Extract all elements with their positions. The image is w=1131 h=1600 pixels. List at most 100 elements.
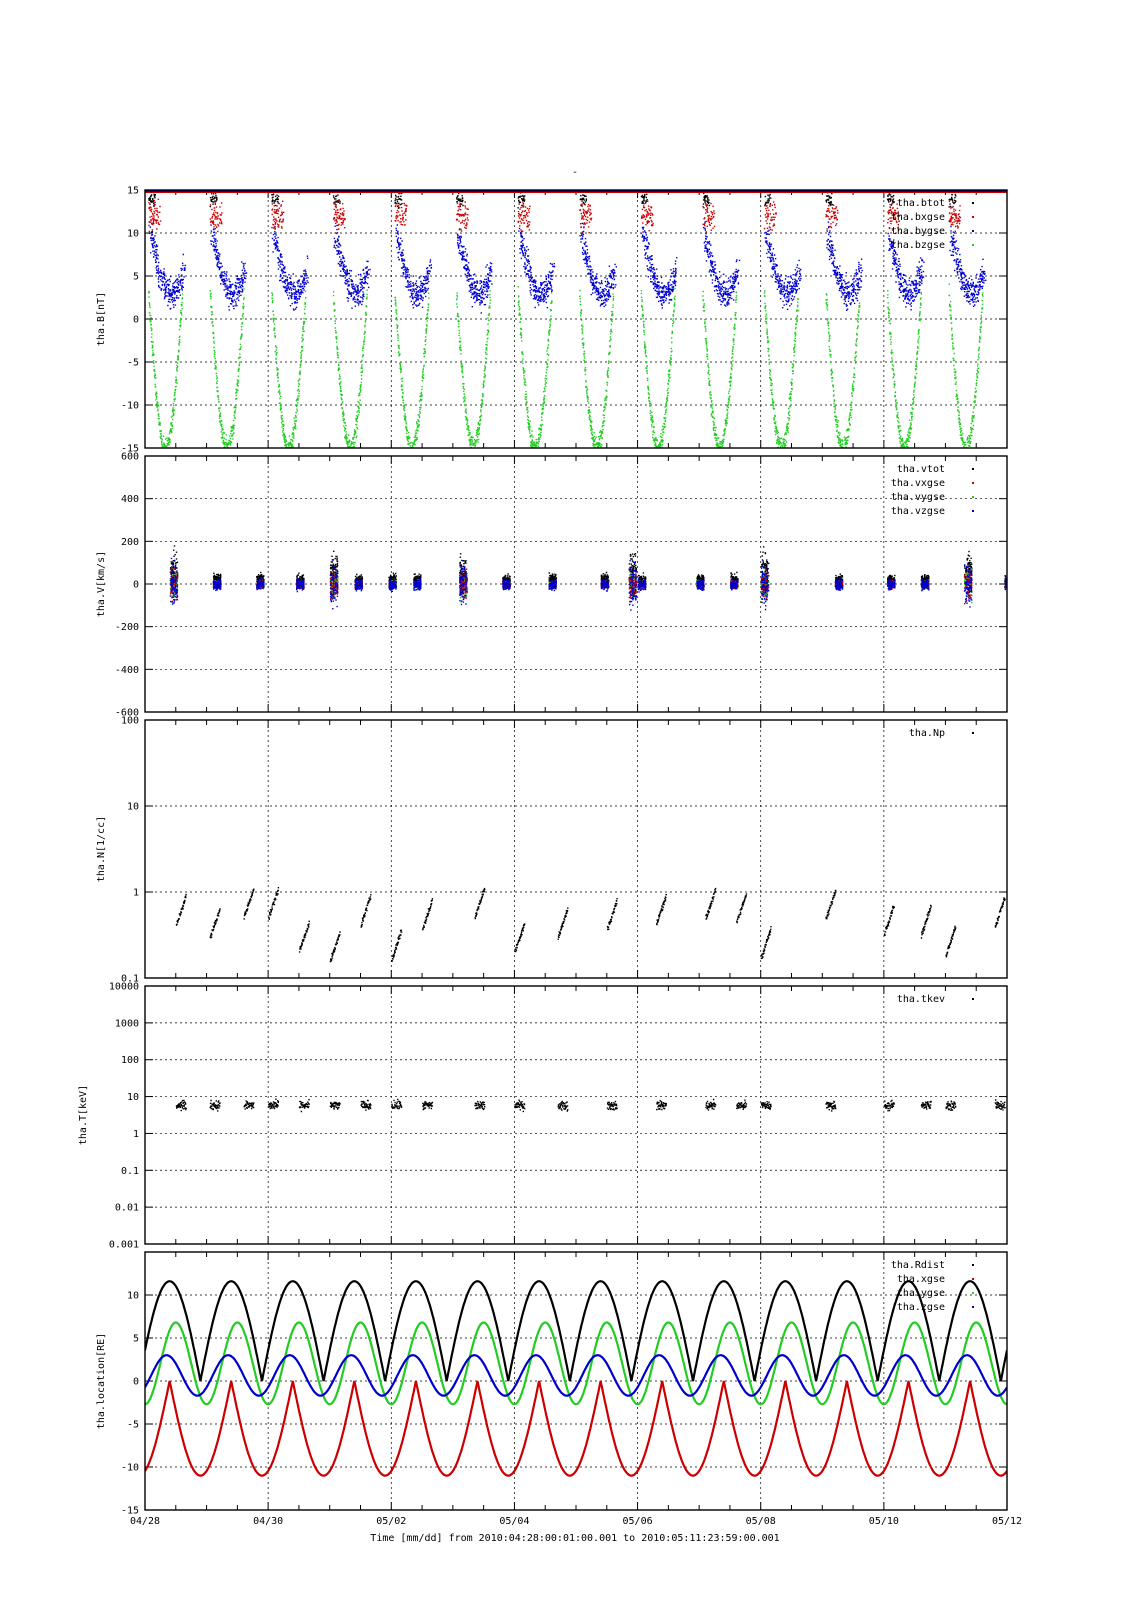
- series-tha.vtot: [169, 545, 1007, 584]
- series-tha.zgse: [145, 1354, 1007, 1397]
- x-tick-label: 05/10: [869, 1516, 899, 1527]
- y-tick-label: -15: [121, 1506, 139, 1517]
- legend-marker: [972, 244, 974, 246]
- y-tick-label: 200: [121, 537, 139, 548]
- legend-marker: [972, 1278, 974, 1280]
- series-tha.ygse: [145, 1321, 1007, 1406]
- y-tick-label: 0.1: [121, 974, 139, 985]
- legend: tha.Np: [909, 728, 974, 739]
- y-tick-label: 0.01: [115, 1203, 139, 1214]
- legend-marker: [972, 468, 974, 470]
- x-axis-title: Time [mm/dd] from 2010:04:28:00:01:00.00…: [370, 1533, 779, 1544]
- legend-marker: [972, 1292, 974, 1294]
- y-tick-label: 10: [127, 1291, 139, 1302]
- y-axis-label: tha.T[keV]: [78, 1085, 89, 1145]
- y-tick-label: 600: [121, 452, 139, 463]
- y-tick-label: -5: [127, 1420, 139, 1431]
- legend-label: tha.bygse: [891, 226, 945, 237]
- legend-label: tha.xgse: [897, 1274, 945, 1285]
- y-tick-label: 0: [133, 315, 139, 326]
- series-tha.Np: [175, 887, 1006, 963]
- series-tha.vygse: [169, 566, 1007, 604]
- legend-label: tha.vtot: [897, 464, 945, 475]
- legend-label: tha.vzgse: [891, 506, 945, 517]
- legend-marker: [972, 230, 974, 232]
- legend-label: tha.Np: [909, 728, 945, 739]
- series-tha.bygse: [148, 217, 987, 314]
- panels: -15-10-5051015tha.B[nT]tha.btottha.bxgse…: [78, 186, 1008, 1517]
- y-tick-label: 400: [121, 494, 139, 505]
- plot-area: [175, 1098, 1006, 1113]
- series-tha.bzgse: [148, 283, 984, 448]
- x-tick-label: 05/06: [623, 1516, 653, 1527]
- x-tick-label: 04/30: [253, 1516, 283, 1527]
- legend-label: tha.ygse: [897, 1288, 945, 1299]
- y-axis-label: tha.location[RE]: [96, 1333, 107, 1429]
- plot-area: [175, 887, 1006, 963]
- y-tick-label: 10: [127, 229, 139, 240]
- x-tick-labels: 04/28 04/30 05/02 05/04 05/06 05/08 05/10 05/12: [130, 1516, 1022, 1527]
- y-tick-label: 10: [127, 802, 139, 813]
- legend-label: tha.bxgse: [891, 212, 945, 223]
- y-tick-label: -10: [121, 401, 139, 412]
- plot-area: [145, 190, 1007, 448]
- y-tick-label: -200: [115, 622, 139, 633]
- legend-marker: [972, 216, 974, 218]
- legend-marker: [972, 1264, 974, 1266]
- legend-marker: [972, 496, 974, 498]
- plot-area: [145, 1280, 1007, 1477]
- legend: tha.tkev: [897, 994, 974, 1005]
- plot-area: [169, 545, 1007, 611]
- y-tick-label: -5: [127, 358, 139, 369]
- figure-title: -: [572, 167, 578, 178]
- legend-label: tha.btot: [897, 198, 945, 209]
- y-axis-label: tha.V[km/s]: [96, 551, 107, 617]
- legend: tha.vtot tha.vxgse tha.vygse tha.vzgse: [891, 464, 974, 517]
- legend-label: tha.Rdist: [891, 1260, 945, 1271]
- panel-2: -600 -400 -200 0 200 400 600 tha.V[km/s] tha.vto…: [96, 452, 1008, 719]
- y-tick-label: 15: [127, 186, 139, 197]
- y-axis-label: tha.B[nT]: [96, 292, 107, 346]
- series-tha.tkev: [175, 1098, 1006, 1113]
- y-tick-label: 10: [127, 1092, 139, 1103]
- y-tick-label: 0.001: [109, 1240, 139, 1251]
- x-tick-label: 04/28: [130, 1516, 160, 1527]
- panel-3: 0.1 1 10 100 tha.N[1/cc] tha.Np: [96, 716, 1008, 985]
- y-tick-label: 10000: [109, 982, 139, 993]
- x-tick-label: 05/02: [376, 1516, 406, 1527]
- series-tha.Rdist: [145, 1280, 1007, 1382]
- y-tick-label: -15: [121, 444, 139, 455]
- legend: tha.Rdist tha.xgse tha.ygse tha.zgse: [891, 1260, 974, 1313]
- y-tick-label: -600: [115, 708, 139, 719]
- y-tick-label: 5: [133, 272, 139, 283]
- series-tha.btot: [148, 190, 957, 209]
- y-tick-label: 100: [121, 716, 139, 727]
- x-tick-label: 05/12: [992, 1516, 1022, 1527]
- x-tick-label: 05/04: [499, 1516, 529, 1527]
- legend-label: tha.vygse: [891, 492, 945, 503]
- y-tick-label: -10: [121, 1463, 139, 1474]
- y-tick-label: 1: [133, 888, 139, 899]
- y-tick-label: -400: [115, 665, 139, 676]
- legend-marker: [972, 202, 974, 204]
- y-axis-label: tha.N[1/cc]: [96, 816, 107, 882]
- legend-marker: [972, 998, 974, 1000]
- y-tick-label: 1: [133, 1129, 139, 1140]
- panel-1: -15 -10 -5 0 5 10 15 tha.B[nT] tha.btot tha.bxgse…: [96, 186, 1008, 455]
- y-tick-label: 100: [121, 1055, 139, 1066]
- legend-marker: [972, 482, 974, 484]
- legend-label: tha.zgse: [897, 1302, 945, 1313]
- y-tick-label: 0: [133, 1377, 139, 1388]
- legend: tha.btot tha.bxgse tha.bygse tha.bzgse: [891, 198, 974, 251]
- legend-marker: [972, 732, 974, 734]
- legend-label: tha.vxgse: [891, 478, 945, 489]
- legend-label: tha.tkev: [897, 994, 945, 1005]
- panel-4: 0.001 0.01 0.1 1 10 100 1000 10000 tha.T[keV] tha…: [78, 982, 1008, 1251]
- y-tick-label: 0: [133, 580, 139, 591]
- series-tha.bxgse: [148, 198, 962, 235]
- y-tick-label: 0.1: [121, 1166, 139, 1177]
- legend-marker: [972, 510, 974, 512]
- x-tick-label: 05/08: [746, 1516, 776, 1527]
- legend-marker: [972, 1306, 974, 1308]
